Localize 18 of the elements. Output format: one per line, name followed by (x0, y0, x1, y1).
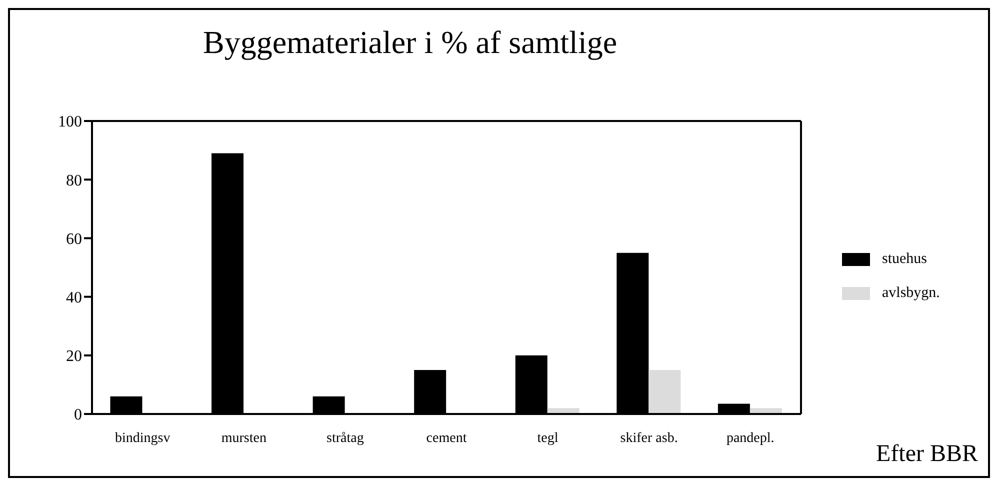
bar (648, 370, 681, 414)
legend-label: stuehus (882, 250, 927, 268)
x-tick-label: tegl (537, 430, 558, 446)
x-tick-label: stråtag (326, 430, 364, 446)
y-tick-label: 80 (66, 172, 82, 190)
y-tick-label: 20 (66, 348, 82, 366)
x-tick-label: bindingsv (115, 430, 170, 446)
legend-label: avlsbygn. (882, 284, 940, 302)
x-tick-label: cement (426, 430, 467, 446)
x-tick-label: mursten (221, 430, 266, 446)
y-tick-label: 60 (66, 230, 82, 248)
x-tick-label: skifer asb. (620, 430, 678, 446)
x-tick-label: pandepl. (726, 430, 774, 446)
y-tick-label: 100 (58, 114, 82, 131)
text: Efter BBR (876, 441, 978, 468)
y-tick-label: 40 (66, 289, 82, 306)
y-tick-label: 0 (74, 406, 82, 424)
chart-title: Byggematerialer i % af samtlige (202, 24, 618, 61)
